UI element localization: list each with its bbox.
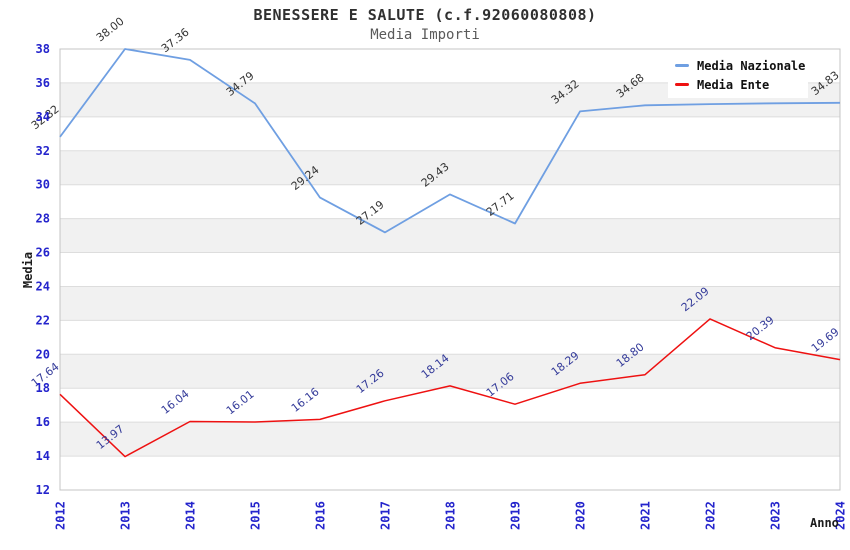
legend-label-ente: Media Ente [697,77,770,92]
x-tick-label: 2019 [509,501,523,530]
grid-band [60,354,840,389]
y-tick-label: 12 [36,483,50,497]
y-tick-label: 20 [36,347,50,361]
grid-band [60,286,840,321]
y-tick-label: 24 [36,279,50,293]
point-label: 16.01 [224,388,257,418]
x-tick-label: 2012 [54,501,68,530]
legend-line-sample-nazionale-icon [675,64,689,67]
plot-border [59,48,841,491]
y-tick-label: 38 [36,42,50,56]
y-tick-label: 30 [36,178,50,192]
legend: Media Nazionale Media Ente [668,56,808,98]
y-tick-label: 16 [36,415,50,429]
y-tick-label: 28 [36,212,50,226]
point-label: 16.16 [289,385,322,415]
y-tick-label: 32 [36,144,50,158]
x-tick-label: 2018 [444,501,458,530]
legend-line-sample-ente-icon [675,83,689,86]
y-tick-label: 14 [36,449,50,463]
x-tick-label: 2024 [834,501,848,530]
x-tick-label: 2016 [314,501,328,530]
legend-label-nazionale: Media Nazionale [697,58,806,73]
y-tick-label: 22 [36,313,50,327]
legend-item-media-nazionale: Media Nazionale [668,56,808,75]
x-tick-label: 2017 [379,501,393,530]
grid-band [60,422,840,457]
x-tick-label: 2013 [119,501,133,530]
chart-subtitle: Media Importi [370,27,480,43]
grid-band [60,150,840,185]
y-tick-label: 26 [36,246,50,260]
grid-band [60,218,840,253]
y-axis-title: Media [21,251,35,289]
point-label: 19.69 [809,325,842,355]
x-tick-label: 2015 [249,501,263,530]
series-line-media-nazionale [59,48,841,234]
y-tick-label: 36 [36,76,50,90]
x-axis-title: Anno [810,516,839,530]
x-tick-label: 2021 [639,501,653,530]
x-tick-label: 2020 [574,501,588,530]
x-tick-label: 2022 [704,501,718,530]
x-tick-label: 2014 [184,501,198,530]
legend-item-media-ente: Media Ente [668,75,808,94]
y-tick-label: 34 [36,110,50,124]
y-tick-label: 18 [36,381,50,395]
chart-title: BENESSERE E SALUTE (c.f.92060080808) [253,6,597,24]
x-tick-label: 2023 [769,501,783,530]
point-label: 27.71 [484,189,517,219]
point-label: 16.04 [159,387,192,417]
series-line-media-ente [59,318,841,458]
